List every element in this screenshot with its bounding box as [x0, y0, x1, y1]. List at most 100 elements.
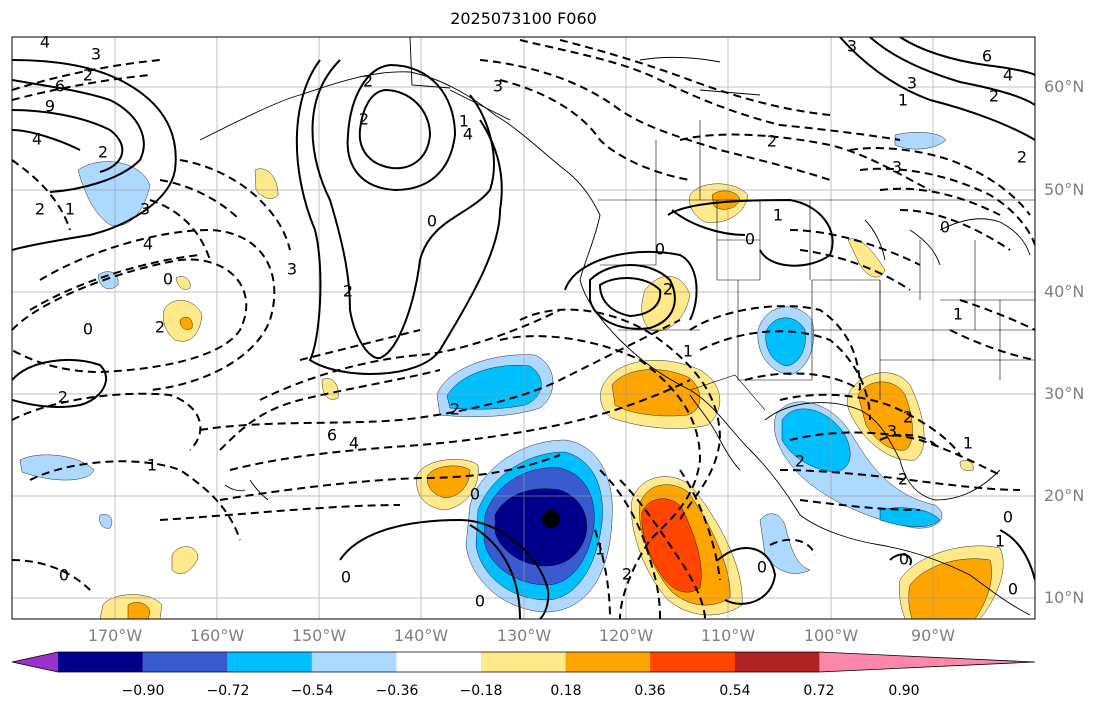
contour-label: 1	[773, 206, 783, 225]
contour-label: 2	[58, 388, 68, 407]
contour-label: 2	[155, 318, 165, 337]
contour-label: 1	[595, 540, 605, 559]
contour-label: 0	[940, 218, 950, 237]
lon-label: 110°W	[700, 626, 756, 645]
negative-anomaly-region	[494, 488, 588, 567]
colorbar-segment	[734, 652, 820, 672]
positive-anomaly-region	[179, 317, 193, 330]
lon-label: 170°W	[87, 626, 143, 645]
contour-label: 3	[287, 260, 297, 279]
contour-label: 2	[989, 87, 999, 106]
contour-label: 0	[341, 568, 351, 587]
contour-label: 2	[795, 452, 805, 471]
contour-label: 2	[343, 282, 353, 301]
colorbar-tick-label: −0.72	[206, 683, 250, 699]
contour-label: 3	[140, 200, 150, 219]
contour-label: 2	[663, 280, 673, 299]
contour-label: 2	[898, 470, 908, 489]
contour-label: 2	[1017, 148, 1027, 167]
contour-label: 0	[1003, 508, 1013, 527]
lat-label: 40°N	[1044, 282, 1085, 301]
contour-label: 0	[745, 230, 755, 249]
contour-label: 0	[163, 270, 173, 289]
contour-label: 3	[91, 45, 101, 64]
colorbar	[11, 651, 1036, 673]
colorbar-segment	[311, 652, 397, 672]
colorbar-tick-label: 0.36	[634, 683, 666, 699]
colorbar-segment	[396, 652, 482, 672]
positive-anomaly-region	[857, 381, 913, 451]
colorbar-segment	[650, 652, 736, 672]
positive-anomaly-region	[127, 602, 151, 619]
contour-label: 4	[349, 434, 359, 453]
negative-anomaly-region	[77, 161, 151, 226]
positive-anomaly-region	[959, 460, 974, 471]
colorbar-extend-low	[12, 652, 58, 672]
lon-label: 120°W	[598, 626, 654, 645]
lat-label: 60°N	[1044, 77, 1085, 96]
contour-label: 3	[493, 77, 503, 96]
contour-label: 9	[45, 97, 55, 116]
contour-label: 6	[55, 77, 65, 96]
contour-label: 2	[450, 400, 460, 419]
borders	[598, 120, 1035, 411]
colorbar-segment	[58, 652, 144, 672]
lat-label: 30°N	[1044, 384, 1085, 403]
contour-label: 3	[847, 37, 857, 56]
contour-label: 4	[463, 125, 473, 144]
contour-label: 1	[65, 200, 75, 219]
colorbar-segment	[142, 652, 228, 672]
colorbar-segment	[227, 652, 313, 672]
negative-anomaly-region	[99, 514, 113, 529]
contour-label: 2	[363, 72, 373, 91]
lon-label: 100°W	[803, 626, 859, 645]
contour-label: 1	[953, 305, 963, 324]
contour-label: 0	[427, 212, 437, 231]
contour-label: 3	[892, 158, 902, 177]
contour-label: 0	[899, 550, 909, 569]
contour-label: 0	[1008, 580, 1018, 599]
contour-label: 2	[359, 110, 369, 129]
contour-label: 2	[767, 132, 777, 151]
colorbar-extend-high	[819, 652, 1035, 672]
contour-label: 2	[903, 408, 913, 427]
height-contours	[12, 37, 1035, 619]
height-contours-negative	[12, 39, 1035, 619]
positive-anomaly-region	[427, 465, 471, 499]
map-frame	[11, 36, 1036, 620]
contour-label: 0	[59, 566, 69, 585]
contour-label: 1	[147, 456, 157, 475]
contour-label: 4	[143, 235, 153, 254]
positive-anomaly-region	[908, 558, 992, 619]
colorbar-tick-label: −0.90	[121, 683, 165, 699]
cyclone-center-marker	[542, 510, 560, 528]
contour-label: 4	[32, 130, 42, 149]
contour-label: 4	[1003, 66, 1013, 85]
positive-anomaly-region	[254, 168, 279, 199]
lat-label: 50°N	[1044, 180, 1085, 199]
colorbar-tick-label: −0.36	[375, 683, 419, 699]
contour-label: 0	[470, 485, 480, 504]
lon-label: 130°W	[496, 626, 552, 645]
contour-label: 6	[327, 426, 337, 445]
contour-label: 4	[40, 33, 50, 52]
shaded-anomaly-fields	[19, 132, 1004, 619]
contour-label: 0	[475, 592, 485, 611]
negative-anomaly-region	[97, 271, 119, 290]
map-title: 2025073100 F060	[450, 9, 597, 28]
colorbar-tick-label: −0.54	[290, 683, 334, 699]
colorbar-segment	[565, 652, 651, 672]
lon-label: 160°W	[189, 626, 245, 645]
map-area	[12, 37, 1035, 619]
contour-label: 6	[982, 47, 992, 66]
colorbar-tick-label: −0.18	[459, 683, 503, 699]
negative-anomaly-region	[19, 454, 95, 481]
lon-label: 140°W	[393, 626, 449, 645]
lat-label: 20°N	[1044, 486, 1085, 505]
positive-anomaly-region	[175, 276, 191, 290]
contour-label: 2	[98, 143, 108, 162]
lon-label: 150°W	[291, 626, 347, 645]
contour-label: 0	[83, 320, 93, 339]
